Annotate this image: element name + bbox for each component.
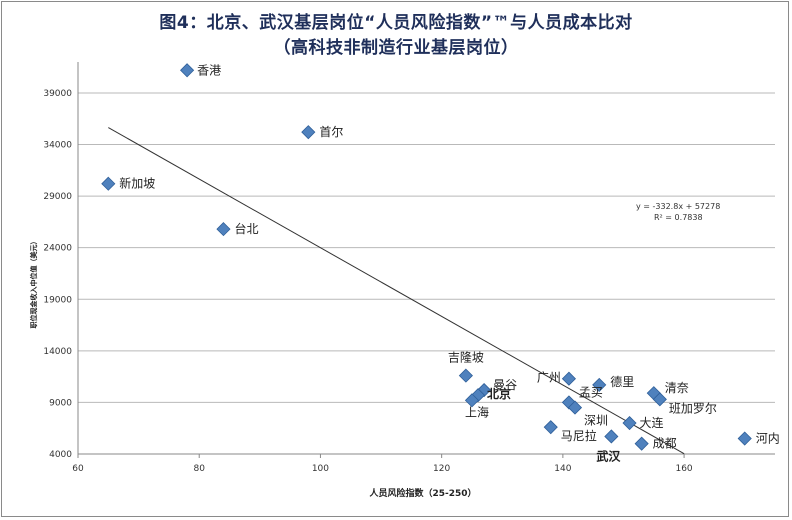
x-tick-label: 160 bbox=[675, 464, 692, 474]
data-point bbox=[470, 388, 486, 403]
point-label: 曼谷 bbox=[493, 378, 517, 392]
data-point bbox=[301, 125, 316, 140]
x-axis-label: 人员风险指数（25-250） bbox=[368, 487, 476, 499]
data-point bbox=[543, 420, 558, 435]
point-label: 首尔 bbox=[319, 124, 343, 139]
data-point bbox=[464, 393, 480, 408]
point-label: 德里 bbox=[610, 374, 634, 389]
point-label: 新加坡 bbox=[119, 176, 155, 191]
point-label: 孟买 bbox=[579, 385, 603, 399]
y-tick-label: 14000 bbox=[43, 347, 72, 357]
y-tick-label: 19000 bbox=[43, 295, 72, 305]
y-tick-label: 4000 bbox=[49, 450, 72, 460]
y-tick-label: 39000 bbox=[43, 89, 72, 99]
data-point bbox=[561, 371, 576, 386]
data-point bbox=[567, 400, 583, 415]
data-points bbox=[101, 63, 752, 451]
point-label: 香港 bbox=[197, 63, 221, 77]
point-label: 清奈 bbox=[665, 381, 689, 395]
y-tick-label: 29000 bbox=[43, 192, 72, 202]
chart-subtitle: （高科技非制造行业基层岗位） bbox=[273, 38, 519, 58]
x-tick-label: 80 bbox=[193, 464, 205, 474]
x-tick-label: 120 bbox=[433, 464, 450, 474]
point-label: 北京 bbox=[487, 386, 511, 401]
point-label: 武汉 bbox=[596, 448, 621, 463]
data-point bbox=[634, 436, 649, 451]
point-label: 河内 bbox=[756, 432, 780, 446]
point-label: 吉隆坡 bbox=[448, 350, 484, 365]
tick-labels: 4000 9000 14000 19000 24000 29000 34000 39000 60… bbox=[43, 89, 693, 474]
y-axis-label: 职位现金收入中位值（美元） bbox=[29, 238, 38, 329]
point-label: 台北 bbox=[234, 221, 258, 236]
data-point bbox=[737, 431, 752, 446]
gridlines bbox=[78, 92, 775, 403]
data-point bbox=[458, 368, 473, 383]
point-label: 马尼拉 bbox=[561, 428, 597, 443]
trendline bbox=[108, 127, 685, 455]
trendline-group bbox=[108, 127, 685, 455]
data-point bbox=[622, 415, 637, 431]
point-label: 成都 bbox=[653, 437, 677, 451]
data-point bbox=[604, 429, 619, 444]
x-tick-label: 140 bbox=[554, 464, 571, 474]
y-tick-label: 34000 bbox=[43, 141, 72, 151]
data-point bbox=[180, 63, 195, 78]
axes bbox=[77, 62, 775, 458]
data-point bbox=[652, 392, 667, 407]
y-tick-label: 9000 bbox=[49, 398, 72, 408]
data-point bbox=[216, 222, 231, 237]
data-point bbox=[592, 377, 607, 392]
point-label: 广州 bbox=[537, 371, 561, 385]
trend-r2: R² = 0.7838 bbox=[654, 213, 703, 222]
data-point bbox=[477, 382, 492, 398]
point-label: 班加罗尔 bbox=[669, 400, 717, 415]
chart-title: 图4：北京、武汉基层岗位“人员风险指数”™与人员成本比对 bbox=[159, 13, 633, 33]
point-label: 深圳 bbox=[584, 414, 608, 428]
data-point bbox=[101, 176, 116, 191]
point-label: 上海 bbox=[465, 404, 489, 419]
x-tick-label: 100 bbox=[312, 464, 329, 474]
x-tick-label: 60 bbox=[72, 464, 84, 474]
y-tick-label: 24000 bbox=[43, 244, 72, 254]
point-label: 大连 bbox=[640, 415, 664, 430]
trend-equation: y = -332.8x + 57278 bbox=[636, 202, 720, 211]
